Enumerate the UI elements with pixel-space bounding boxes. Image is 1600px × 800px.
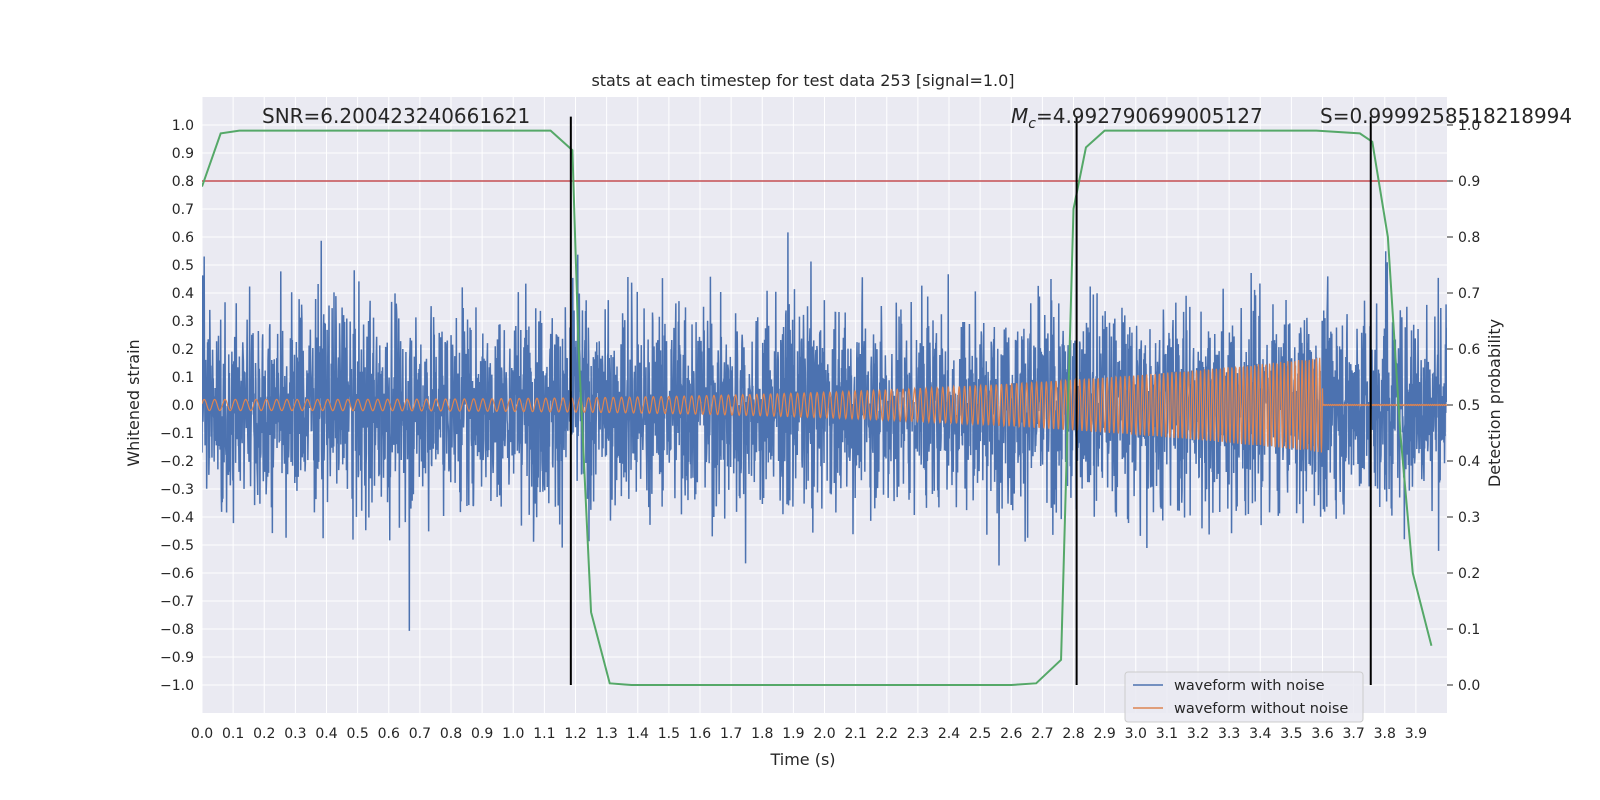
legend-box <box>1124 671 1364 723</box>
y2-tick-label: 0.8 <box>1458 230 1480 246</box>
x-tick-label: 1.4 <box>627 726 649 742</box>
chirp-mass-symbol: M <box>1011 104 1028 128</box>
y-tick-label: 0.1 <box>172 370 194 386</box>
x-tick-label: 0.9 <box>471 726 493 742</box>
y2-tick-label: 0.0 <box>1458 678 1480 694</box>
x-tick-label: 0.0 <box>191 726 213 742</box>
x-tick-label: 2.9 <box>1093 726 1115 742</box>
y2-tick-label: 0.1 <box>1458 622 1480 638</box>
y2-tick-label: 0.4 <box>1458 454 1480 470</box>
chirp-mass-value: =4.992790699005127 <box>1036 104 1263 128</box>
x-tick-label: 1.5 <box>658 726 680 742</box>
y2-tick-label: 1.0 <box>1458 118 1480 134</box>
x-tick-label: 3.9 <box>1405 726 1427 742</box>
x-tick-label: 3.4 <box>1249 726 1271 742</box>
x-tick-label: 0.6 <box>378 726 400 742</box>
x-tick-label: 0.7 <box>409 726 431 742</box>
x-tick-label: 1.3 <box>595 726 617 742</box>
y-tick-label: 1.0 <box>172 118 194 134</box>
y-tick-label: −0.2 <box>160 454 194 470</box>
x-tick-label: 2.7 <box>1031 726 1053 742</box>
y-tick-label: 0.6 <box>172 230 194 246</box>
legend: waveform with noise waveform without noi… <box>1124 671 1364 723</box>
x-tick-label: 1.7 <box>720 726 742 742</box>
y-tick-label: −0.1 <box>160 426 194 442</box>
x-tick-label: 2.5 <box>969 726 991 742</box>
x-tick-label: 3.7 <box>1342 726 1364 742</box>
x-tick-label: 0.1 <box>222 726 244 742</box>
x-tick-label: 0.4 <box>315 726 337 742</box>
y2-axis-ticks: 1.0 0.9 0.8 0.7 0.6 0.5 0.4 0.3 0.2 0.1 0.0 <box>1447 118 1480 694</box>
y-tick-label: 0.0 <box>172 398 194 414</box>
y-tick-label: 0.8 <box>172 174 194 190</box>
y-tick-label: −0.6 <box>160 566 194 582</box>
x-tick-label: 3.1 <box>1156 726 1178 742</box>
x-tick-label: 1.0 <box>502 726 524 742</box>
x-tick-label: 2.8 <box>1062 726 1084 742</box>
x-tick-label: 2.0 <box>813 726 835 742</box>
y-tick-label: −1.0 <box>160 678 194 694</box>
y-axis-label: Whitened strain <box>124 339 143 466</box>
snr-annotation: SNR=6.200423240661621 <box>262 104 530 128</box>
x-tick-label: 0.5 <box>346 726 368 742</box>
x-tick-label: 1.9 <box>782 726 804 742</box>
y2-axis-label: Detection probability <box>1485 319 1504 487</box>
y-tick-label: −0.4 <box>160 510 194 526</box>
y2-tick-label: 0.9 <box>1458 174 1480 190</box>
x-tick-label: 2.3 <box>907 726 929 742</box>
x-tick-label: 1.6 <box>689 726 711 742</box>
x-tick-label: 2.1 <box>844 726 866 742</box>
y-tick-label: 0.2 <box>172 342 194 358</box>
y2-tick-label: 0.7 <box>1458 286 1480 302</box>
x-tick-label: 3.3 <box>1218 726 1240 742</box>
x-tick-label: 2.6 <box>1000 726 1022 742</box>
x-tick-label: 3.0 <box>1125 726 1147 742</box>
y-tick-label: −0.7 <box>160 594 194 610</box>
x-tick-label: 1.1 <box>533 726 555 742</box>
legend-label-clean: waveform without noise <box>1174 701 1348 717</box>
significance-annotation: S=0.9999258518218994 <box>1320 104 1572 128</box>
vertical-markers <box>569 116 1372 685</box>
y2-tick-label: 0.3 <box>1458 510 1480 526</box>
y-tick-label: 0.7 <box>172 202 194 218</box>
series-waveform-without-noise <box>202 357 1447 453</box>
y-tick-label: 0.9 <box>172 146 194 162</box>
x-axis-ticks: 0.0 0.1 0.2 0.3 0.4 0.5 0.6 0.7 0.8 0.9 1.0 1.1 1.2 1… <box>191 726 1427 742</box>
x-tick-label: 1.8 <box>751 726 773 742</box>
y-tick-label: −0.5 <box>160 538 194 554</box>
x-tick-label: 3.2 <box>1187 726 1209 742</box>
x-tick-label: 0.8 <box>440 726 462 742</box>
x-tick-label: 0.2 <box>253 726 275 742</box>
x-tick-label: 2.4 <box>938 726 960 742</box>
chirp-mass-annotation: Mc=4.992790699005127 <box>1011 104 1263 132</box>
x-tick-label: 3.5 <box>1280 726 1302 742</box>
x-tick-label: 1.2 <box>564 726 586 742</box>
y-tick-label: −0.9 <box>160 650 194 666</box>
y2-tick-label: 0.2 <box>1458 566 1480 582</box>
y-tick-label: −0.3 <box>160 482 194 498</box>
y2-tick-label: 0.6 <box>1458 342 1480 358</box>
y2-tick-label: 0.5 <box>1458 398 1480 414</box>
series-detection-probability <box>202 129 1433 686</box>
x-axis-label: Time (s) <box>769 750 835 769</box>
x-tick-label: 3.6 <box>1311 726 1333 742</box>
y-tick-label: 0.3 <box>172 314 194 330</box>
y-tick-label: 0.4 <box>172 286 194 302</box>
chirp-mass-subscript: c <box>1028 116 1036 132</box>
x-tick-label: 2.2 <box>876 726 898 742</box>
x-tick-label: 0.3 <box>284 726 306 742</box>
y-tick-label: −0.8 <box>160 622 194 638</box>
y-axis-ticks: 1.0 0.9 0.8 0.7 0.6 0.5 0.4 0.3 0.2 0.1 0.0 −0.1 −0.… <box>160 118 194 694</box>
y-tick-label: 0.5 <box>172 258 194 274</box>
chart-title: stats at each timestep for test data 253… <box>591 71 1014 90</box>
legend-label-noise: waveform with noise <box>1174 678 1325 694</box>
probability-line <box>202 129 1433 686</box>
x-tick-label: 3.8 <box>1374 726 1396 742</box>
clean-waveform-line <box>202 357 1447 453</box>
